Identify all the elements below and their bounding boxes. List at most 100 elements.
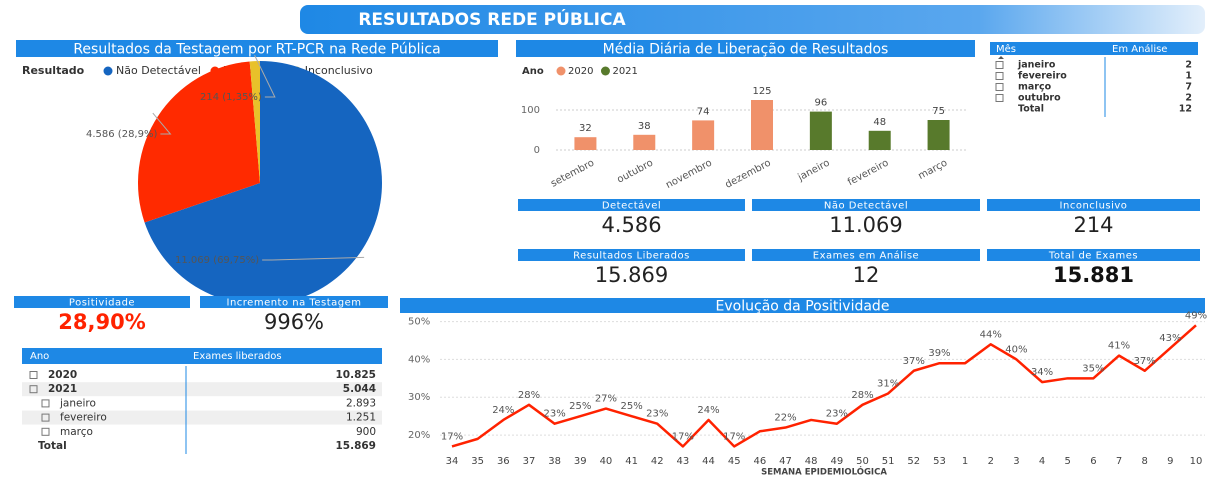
bar-value-label: 125 [752, 86, 771, 97]
row-value: 10.825 [335, 369, 376, 381]
x-tick-label: 52 [907, 456, 920, 467]
row-value: 1 [1185, 71, 1192, 82]
expand-icon [41, 427, 50, 436]
x-tick-label: 4 [1039, 456, 1045, 467]
expand-icon [41, 413, 50, 422]
point-label: 17% [441, 431, 463, 442]
x-tick-label: 53 [933, 456, 946, 467]
y-tick-label: 50% [408, 317, 430, 328]
slice-label: 214 (1,35%) [200, 92, 262, 103]
panel-title: Média Diária de Liberação de Resultados [603, 42, 889, 58]
point-label: 28% [518, 390, 540, 401]
point-label: 27% [595, 394, 617, 405]
bar [868, 130, 891, 150]
card-title: Incremento na Testagem [227, 298, 362, 309]
slice-label: 11.069 (69,75%) [175, 255, 259, 266]
y-tick-label: 20% [408, 430, 430, 441]
column-header: Exames liberados [193, 351, 282, 362]
x-tick-label: março [917, 158, 950, 182]
row-value: 2 [1185, 93, 1192, 104]
pie-slice [249, 61, 260, 183]
row-label: março [1018, 82, 1052, 93]
row-value: 2.893 [346, 397, 376, 409]
expand-icon [29, 385, 38, 394]
pie-slice [138, 61, 260, 223]
point-label: 34% [1031, 367, 1053, 378]
bar [751, 100, 773, 150]
column-header: Em Análise [1112, 43, 1167, 55]
y-tick-label: 0 [534, 145, 540, 156]
pie-slice [144, 61, 382, 305]
x-tick-label: 5 [1065, 456, 1071, 467]
point-label: 25% [620, 401, 642, 412]
bar-value-label: 75 [932, 106, 945, 117]
point-label: 24% [697, 405, 719, 416]
x-tick-label: 35 [471, 456, 484, 467]
x-tick-label: 46 [753, 456, 766, 467]
card-value: 28,90% [58, 310, 145, 334]
x-tick-label: 47 [779, 456, 792, 467]
expand-icon [995, 83, 1004, 91]
x-tick-label: 8 [1142, 456, 1148, 467]
y-tick-label: 40% [408, 354, 430, 365]
point-label: 49% [1185, 310, 1207, 321]
point-label: 39% [928, 348, 950, 359]
column-header: Mês [996, 43, 1016, 55]
card-header [518, 249, 745, 261]
title-bar [400, 298, 1205, 313]
row-label: março [60, 426, 93, 438]
leader-line [254, 54, 276, 98]
bar [633, 134, 656, 150]
table-header [22, 348, 382, 364]
bar-value-label: 48 [873, 117, 886, 128]
x-tick-label: 49 [830, 456, 843, 467]
card-title: Positividade [69, 298, 135, 309]
x-tick-label: 43 [677, 456, 690, 467]
x-tick-label: 48 [805, 456, 818, 467]
row-value: 7 [1185, 82, 1192, 93]
card-title: Exames em Análise [813, 250, 919, 262]
x-tick-label: 51 [882, 456, 895, 467]
legend-swatch [556, 66, 566, 76]
row-label: fevereiro [1018, 71, 1067, 82]
x-tick-label: 7 [1116, 456, 1122, 467]
x-tick-label: 39 [574, 456, 587, 467]
card-value: 996% [264, 310, 324, 334]
row-label: janeiro [59, 397, 96, 409]
leader-line [152, 112, 172, 135]
title-bar [516, 40, 975, 57]
card-header [987, 199, 1200, 211]
point-label: 28% [851, 390, 873, 401]
row-label: 2021 [48, 383, 77, 395]
row-value: 2 [1185, 60, 1192, 71]
row-label: Total [38, 440, 67, 452]
x-tick-label: janeiro [795, 158, 831, 184]
x-tick-label: 40 [600, 456, 613, 467]
legend-swatch [600, 66, 610, 76]
x-tick-label: 6 [1090, 456, 1096, 467]
point-label: 23% [646, 409, 668, 420]
x-tick-label: novembro [664, 158, 714, 191]
card-value: 15.881 [1053, 263, 1134, 287]
card-title: Detectável [602, 200, 661, 212]
point-label: 41% [1108, 341, 1130, 352]
point-label: 23% [826, 409, 848, 420]
card-header [518, 199, 745, 211]
x-tick-label: 44 [702, 456, 715, 467]
slice-label: 4.586 (28,9%) [86, 129, 157, 140]
card-header [987, 249, 1200, 261]
legend-label: Não Detectável [116, 64, 201, 77]
x-tick-label: dezembro [724, 158, 773, 191]
row-label: 2020 [48, 369, 77, 381]
x-tick-label: 38 [548, 456, 561, 467]
row-label: Total [1018, 104, 1044, 115]
bar-value-label: 32 [579, 123, 592, 134]
point-label: 35% [1082, 363, 1104, 374]
bar-value-label: 38 [638, 121, 651, 132]
header-bar [300, 5, 1205, 34]
expand-icon [995, 72, 1004, 80]
positivity-line [451, 324, 1197, 448]
x-tick-label: 41 [625, 456, 638, 467]
x-tick-label: fevereiro [846, 158, 891, 189]
card-header [752, 199, 980, 211]
